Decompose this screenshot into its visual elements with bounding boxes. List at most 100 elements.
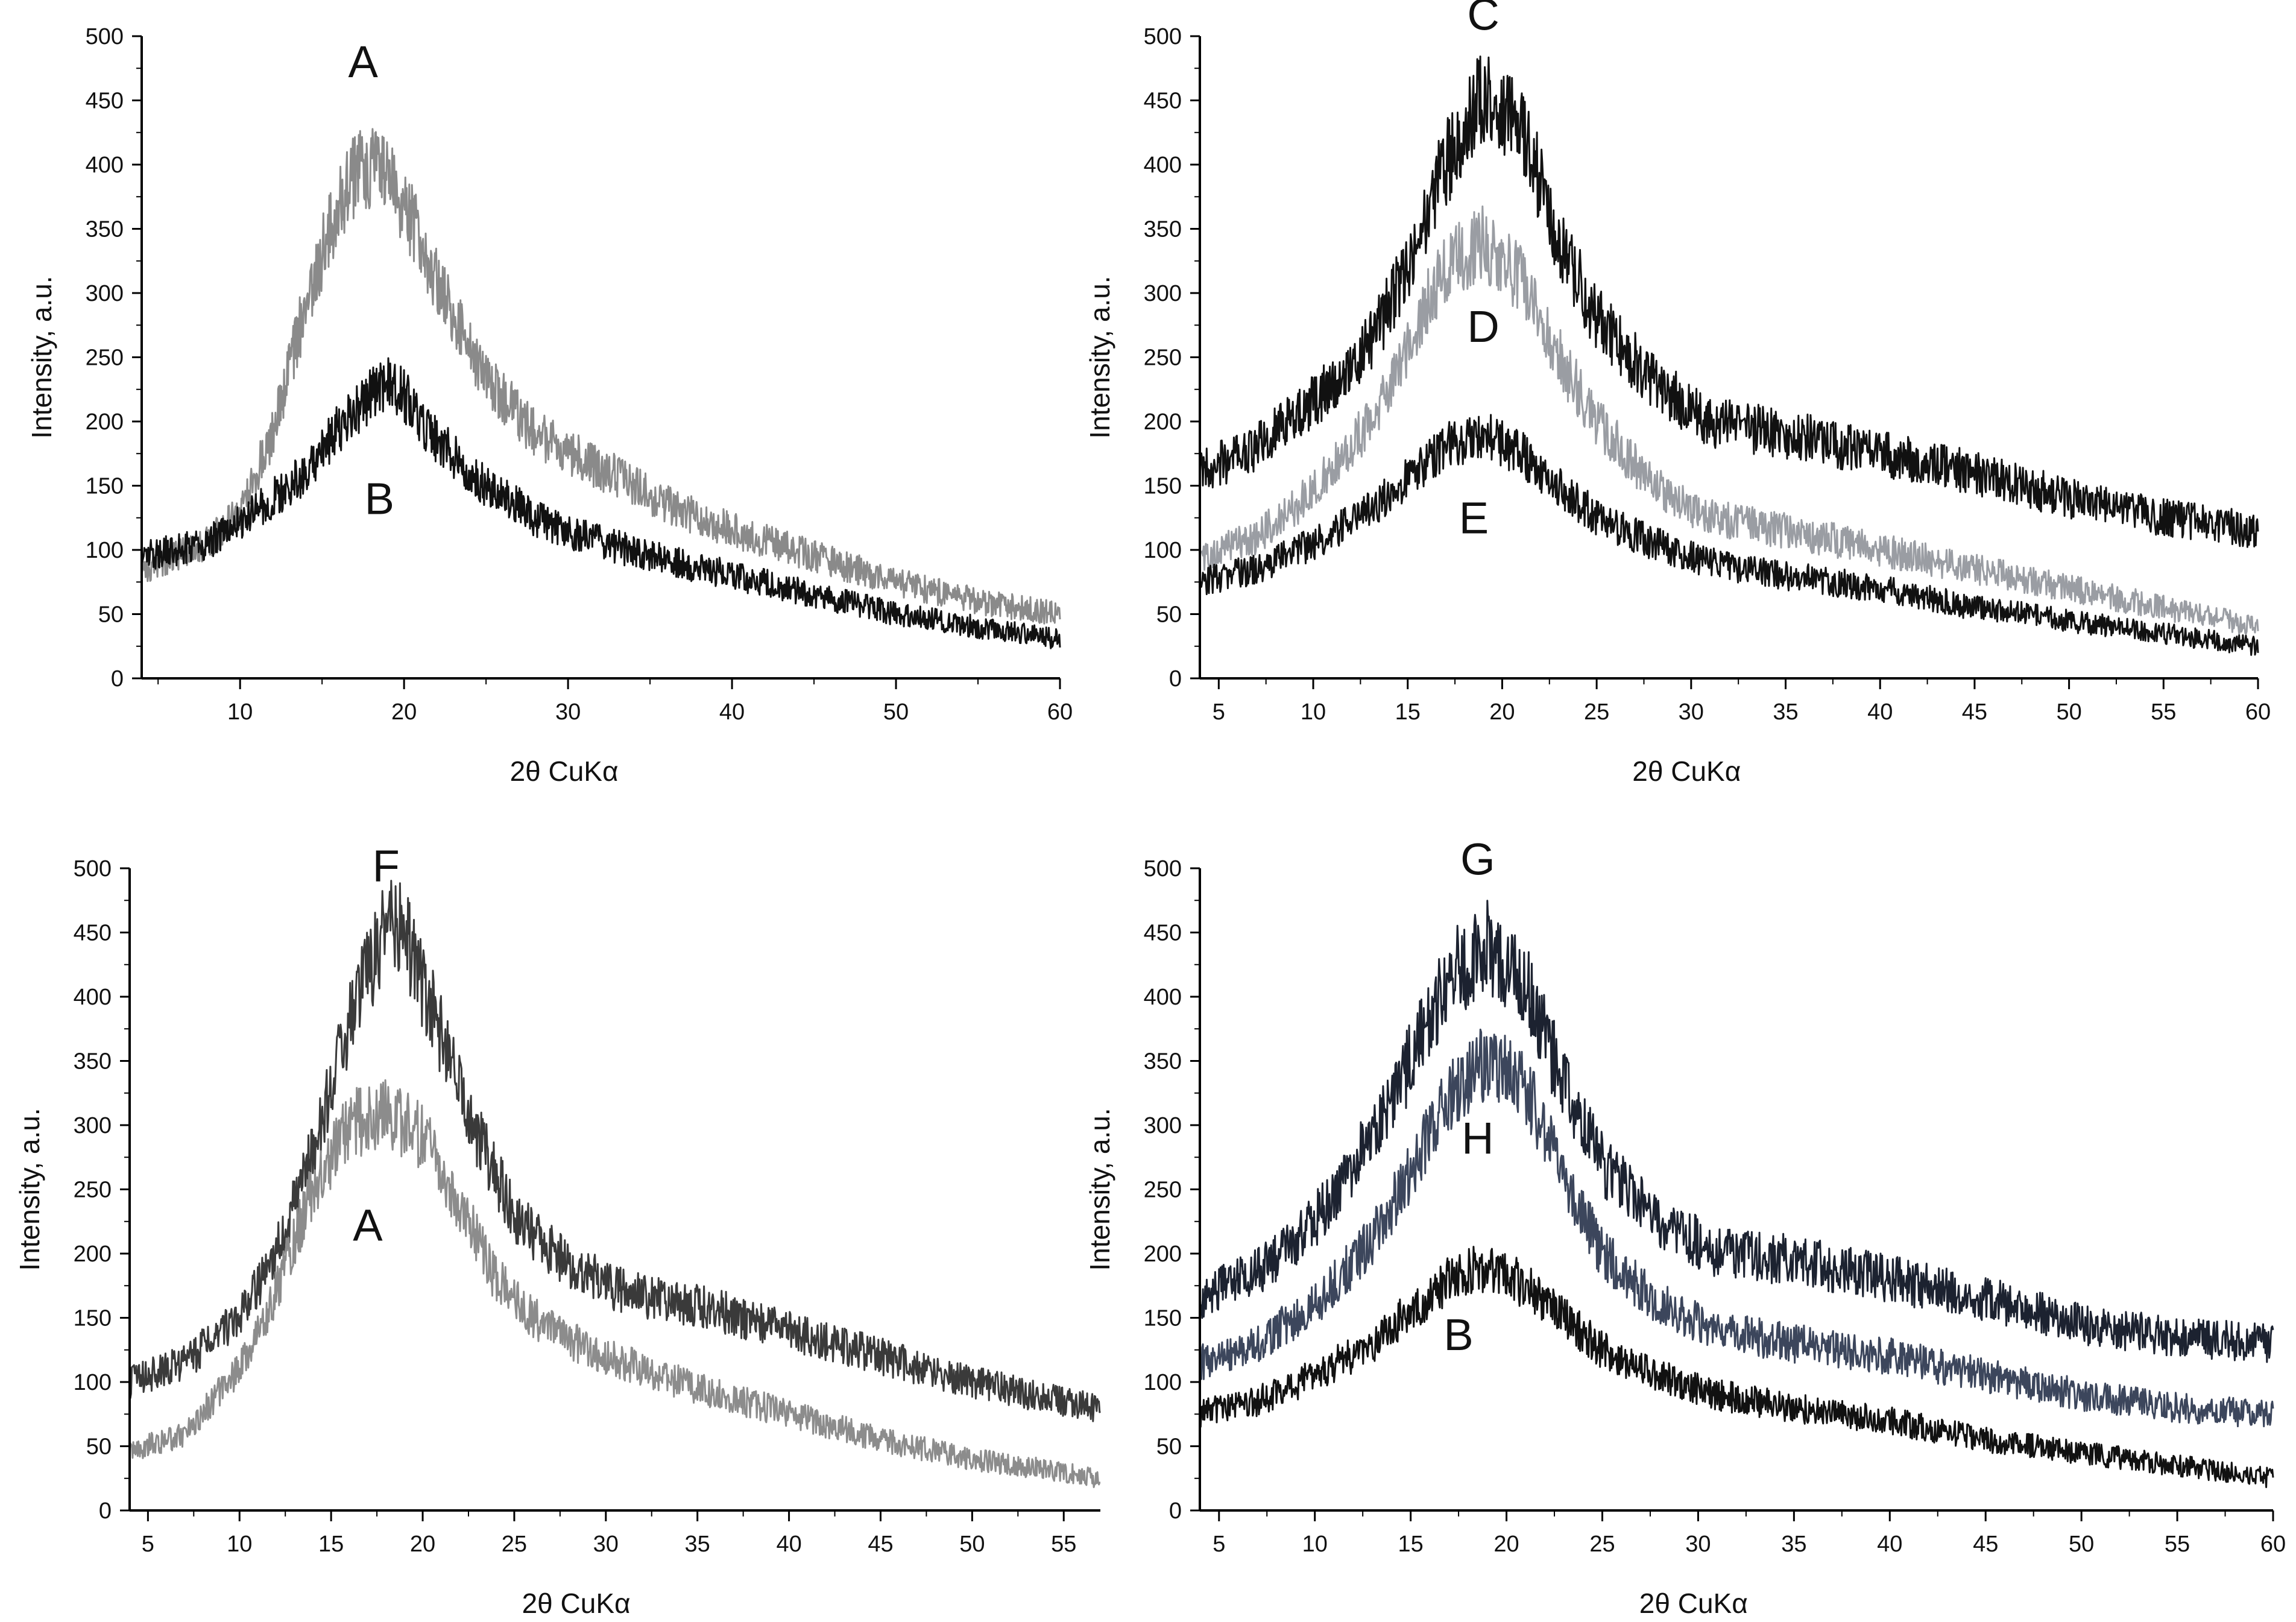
y-tick-label: 450 — [1144, 89, 1182, 114]
y-axis-title: Intensity, a.u. — [14, 1108, 45, 1270]
y-tick-label: 450 — [1144, 921, 1182, 946]
curve-label-C: C — [1467, 0, 1499, 39]
x-tick-label: 60 — [1047, 699, 1073, 725]
y-tick-label: 0 — [111, 666, 124, 692]
x-tick-label: 50 — [959, 1532, 985, 1557]
panel-bottom-left: 0 50 100 150 200 250 300 350 400 450 500 5 10 15 20 25 3… — [14, 841, 1102, 1619]
curve-label-H: H — [1462, 1113, 1493, 1163]
y-tick-label: 350 — [86, 217, 124, 242]
x-tick-label: 20 — [1493, 1532, 1519, 1557]
y-tick-label: 250 — [74, 1178, 112, 1203]
x-tick-label: 35 — [1781, 1532, 1806, 1557]
y-tick-label: 300 — [86, 281, 124, 306]
curve-label-A: A — [353, 1201, 383, 1251]
y-tick-label: 100 — [74, 1370, 112, 1395]
x-tick-label: 30 — [1685, 1532, 1711, 1557]
y-tick-label: 500 — [1144, 24, 1182, 49]
series-A-line — [140, 128, 1061, 625]
y-tick-label: 0 — [1169, 1498, 1182, 1524]
x-tick-label: 40 — [719, 699, 745, 725]
x-tick-label: 45 — [1973, 1532, 1998, 1557]
y-tick-label: 150 — [1144, 1306, 1182, 1331]
x-tick-label: 30 — [1679, 699, 1704, 725]
x-tick-label: 5 — [1213, 699, 1225, 725]
panel-bottom-right: 0 50 100 150 200 250 300 350 400 450 500 5 10 15 20 25 3… — [1084, 835, 2286, 1619]
x-tick-label: 30 — [555, 699, 581, 725]
x-tick-label: 25 — [1584, 699, 1609, 725]
x-tick-label: 15 — [1398, 1532, 1424, 1557]
x-tick-label: 40 — [776, 1532, 801, 1557]
y-tick-label: 0 — [1169, 666, 1182, 692]
x-tick-label: 30 — [593, 1532, 619, 1557]
y-tick-label: 450 — [86, 89, 124, 114]
x-tick-label: 20 — [391, 699, 417, 725]
y-tick-label: 100 — [86, 538, 124, 563]
series-G-line — [1199, 900, 2274, 1363]
y-tick-label: 100 — [1144, 1370, 1182, 1395]
x-tick-label: 25 — [502, 1532, 527, 1557]
x-tick-label: 20 — [1489, 699, 1515, 725]
x-tick-label: 5 — [1213, 1532, 1225, 1557]
x-tick-label: 35 — [1773, 699, 1798, 725]
series-E-line — [1199, 414, 2259, 656]
y-tick-label: 50 — [1156, 602, 1182, 628]
x-tick-label: 45 — [1962, 699, 1987, 725]
y-tick-label: 450 — [74, 921, 112, 946]
y-tick-label: 350 — [1144, 217, 1182, 242]
x-tick-label: 10 — [227, 699, 253, 725]
y-tick-label: 250 — [1144, 1178, 1182, 1203]
x-tick-label: 55 — [1051, 1532, 1076, 1557]
x-tick-label: 10 — [1301, 699, 1326, 725]
x-tick-label: 50 — [2069, 1532, 2094, 1557]
y-tick-label: 150 — [1144, 474, 1182, 499]
x-tick-label: 35 — [685, 1532, 710, 1557]
y-tick-label: 500 — [86, 24, 124, 49]
y-tick-label: 400 — [74, 985, 112, 1010]
y-tick-label: 400 — [86, 153, 124, 178]
y-tick-label: 350 — [1144, 1049, 1182, 1074]
curve-label-A: A — [348, 37, 378, 87]
y-tick-label: 0 — [99, 1498, 112, 1524]
x-tick-label: 50 — [2056, 699, 2081, 725]
y-tick-label: 300 — [1144, 281, 1182, 306]
y-tick-label: 400 — [1144, 153, 1182, 178]
y-tick-label: 500 — [74, 856, 112, 882]
series-B-line — [1199, 1246, 2274, 1488]
y-tick-label: 500 — [1144, 856, 1182, 882]
series-B-line — [140, 357, 1061, 649]
x-tick-label: 55 — [2151, 699, 2176, 725]
curve-label-G: G — [1460, 835, 1495, 885]
x-tick-label: 50 — [883, 699, 909, 725]
x-axis-title: 2θ CuKα — [510, 756, 619, 787]
series-H-line — [1199, 1028, 2274, 1427]
x-axis-title: 2θ CuKα — [1632, 756, 1741, 787]
x-axis-title: 2θ CuKα — [522, 1588, 631, 1619]
curve-label-D: D — [1467, 301, 1499, 352]
y-tick-label: 250 — [1144, 346, 1182, 371]
y-tick-label: 250 — [86, 346, 124, 371]
series-A-line — [128, 1079, 1101, 1488]
panel-top-right: 0 50 100 150 200 250 300 350 400 450 500 5 10 15 20 25 3… — [1084, 0, 2271, 787]
series-C-line — [1199, 55, 2259, 548]
y-tick-label: 200 — [1144, 409, 1182, 435]
y-tick-label: 400 — [1144, 985, 1182, 1010]
x-tick-label: 40 — [1877, 1532, 1902, 1557]
y-tick-label: 200 — [86, 409, 124, 435]
x-tick-label: 10 — [227, 1532, 252, 1557]
x-tick-label: 20 — [410, 1532, 435, 1557]
y-tick-label: 50 — [86, 1434, 112, 1460]
y-tick-label: 100 — [1144, 538, 1182, 563]
series-D-line — [1199, 205, 2259, 636]
y-tick-label: 50 — [98, 602, 124, 628]
y-tick-label: 300 — [1144, 1113, 1182, 1138]
x-tick-label: 25 — [1589, 1532, 1615, 1557]
y-tick-label: 50 — [1156, 1434, 1182, 1460]
y-axis-title: Intensity, a.u. — [1084, 1108, 1115, 1270]
y-axis-title: Intensity, a.u. — [26, 276, 57, 438]
series-F-line — [128, 880, 1102, 1422]
panel-top-left: 0 50 100 150 200 250 300 350 400 450 500 10 20 30 40 50… — [26, 24, 1073, 787]
x-tick-label: 45 — [868, 1532, 893, 1557]
y-tick-label: 300 — [74, 1113, 112, 1138]
y-axis-title: Intensity, a.u. — [1084, 276, 1115, 438]
